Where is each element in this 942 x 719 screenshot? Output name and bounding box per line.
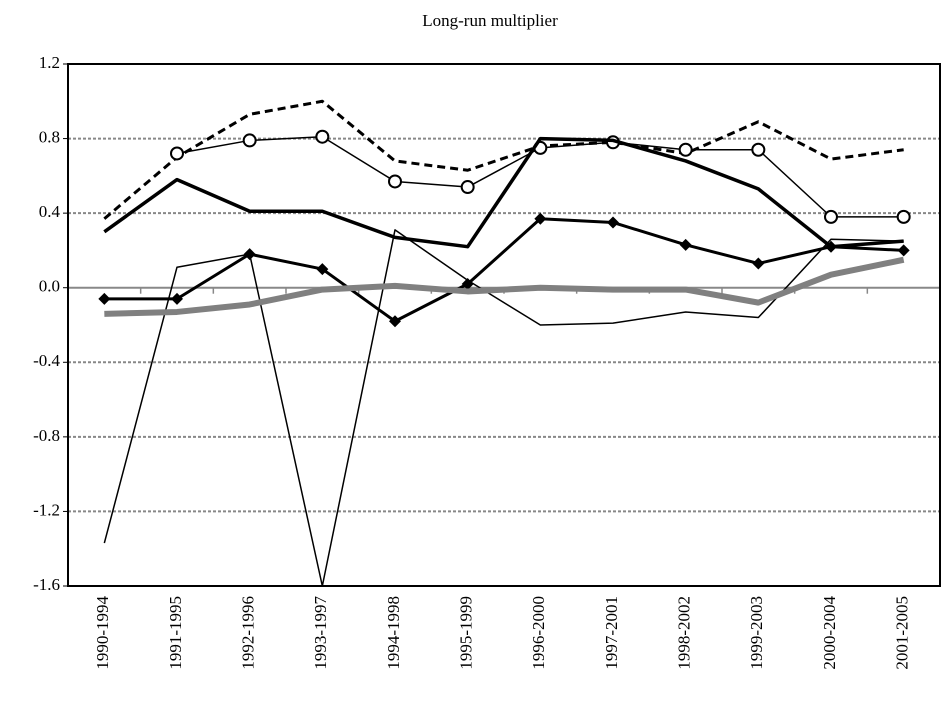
x-tick-label: 1994-1998 xyxy=(384,596,403,670)
marker xyxy=(678,142,693,157)
x-tick-label: 2001-2005 xyxy=(893,596,912,670)
x-tick-label: 1990-1994 xyxy=(93,596,112,670)
marker xyxy=(460,180,475,195)
x-tick-label: 1995-1999 xyxy=(457,596,476,670)
y-tick-label: -1.2 xyxy=(33,500,60,519)
x-tick-label: 1993-1997 xyxy=(311,596,330,670)
marker xyxy=(607,216,619,229)
marker xyxy=(897,244,910,257)
x-tick-label: 1997-2001 xyxy=(602,596,621,670)
series-line xyxy=(103,136,904,249)
y-tick-label: 1.2 xyxy=(39,53,60,72)
marker xyxy=(171,292,183,305)
marker xyxy=(170,146,184,161)
marker xyxy=(316,263,329,276)
x-tick-label: 1991-1995 xyxy=(166,596,185,670)
marker xyxy=(315,129,330,144)
marker xyxy=(824,209,838,224)
y-tick-label: 0.8 xyxy=(39,127,60,146)
marker xyxy=(98,292,111,305)
marker xyxy=(242,133,257,148)
series-line xyxy=(103,229,904,587)
marker xyxy=(752,257,765,270)
x-tick-label: 2000-2004 xyxy=(820,596,839,670)
marker xyxy=(751,142,766,157)
y-tick-label: -1.6 xyxy=(33,575,60,594)
marker xyxy=(461,277,474,290)
marker xyxy=(825,240,837,253)
series-line xyxy=(103,99,904,220)
marker xyxy=(389,315,401,328)
x-tick-label: 1996-2000 xyxy=(529,596,548,670)
chart-title: Long-run multiplier xyxy=(422,11,558,30)
series-line xyxy=(104,217,904,323)
y-tick-label: 0.0 xyxy=(39,277,60,296)
y-tick-label: -0.4 xyxy=(33,351,60,370)
marker xyxy=(679,238,692,251)
plot-frame xyxy=(67,63,941,587)
marker xyxy=(534,212,547,225)
x-tick-label: 1998-2002 xyxy=(675,596,694,670)
x-tick-label: 1999-2003 xyxy=(747,596,766,670)
x-tick-label: 1992-1996 xyxy=(239,596,258,670)
y-tick-label: 0.4 xyxy=(39,202,61,221)
marker xyxy=(388,174,402,189)
series-line xyxy=(104,256,905,317)
marker xyxy=(896,209,911,224)
y-tick-label: -0.8 xyxy=(33,426,60,445)
